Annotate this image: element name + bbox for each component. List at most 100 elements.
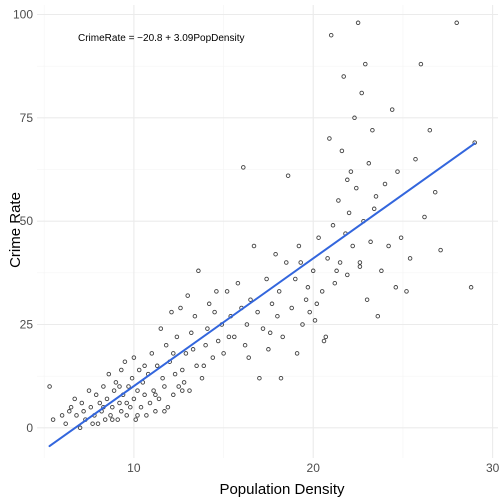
data-point-38 — [135, 388, 140, 393]
data-point-111 — [312, 318, 318, 323]
data-point-54 — [163, 342, 169, 348]
data-point-126 — [346, 210, 352, 216]
data-point-147 — [398, 235, 404, 240]
data-point-160 — [90, 421, 95, 426]
data-point-159 — [79, 400, 85, 406]
data-point-47 — [151, 388, 156, 393]
data-point-30 — [122, 359, 128, 364]
data-point-153 — [432, 189, 438, 195]
data-point-40 — [138, 404, 144, 410]
data-point-6 — [74, 413, 79, 418]
data-point-182 — [373, 194, 379, 199]
data-point-123 — [341, 74, 346, 79]
data-point-114 — [321, 338, 327, 344]
data-point-52 — [160, 375, 165, 381]
y-tick-label-1: 25 — [20, 317, 34, 331]
data-point-171 — [190, 347, 196, 352]
data-point-50 — [156, 396, 162, 402]
data-point-135 — [363, 61, 368, 67]
data-point-107 — [303, 297, 309, 302]
y-axis-title: Crime Rate — [7, 192, 24, 268]
data-point-187 — [278, 375, 284, 381]
regression-equation: CrimeRate = −20.8 + 3.09PopDensity — [78, 33, 244, 44]
data-point-70 — [194, 363, 199, 369]
data-point-95 — [266, 347, 271, 352]
data-point-8 — [81, 409, 86, 414]
data-point-11 — [88, 404, 94, 410]
data-point-60 — [174, 334, 180, 340]
data-point-172 — [201, 363, 207, 369]
data-point-17 — [101, 384, 106, 389]
data-point-129 — [352, 115, 357, 121]
data-point-136 — [364, 297, 370, 302]
data-point-39 — [136, 367, 142, 373]
data-point-105 — [296, 243, 302, 249]
data-point-180 — [345, 177, 350, 183]
data-point-92 — [257, 375, 262, 381]
data-point-25 — [115, 417, 120, 422]
data-point-49 — [154, 363, 160, 369]
data-point-120 — [336, 198, 341, 203]
data-point-35 — [131, 396, 137, 402]
data-point-145 — [389, 107, 395, 112]
data-point-34 — [129, 375, 135, 381]
x-tick-label-0: 10 — [127, 461, 141, 475]
data-point-80 — [221, 351, 226, 356]
data-point-178 — [314, 301, 320, 307]
data-point-51 — [158, 326, 164, 331]
data-point-61 — [176, 384, 181, 389]
data-point-184 — [407, 256, 413, 261]
data-point-10 — [86, 388, 92, 393]
x-axis-title: Population Density — [219, 481, 345, 498]
data-point-173 — [214, 289, 219, 294]
data-point-156 — [468, 285, 474, 290]
minor-grid — [37, 5, 498, 458]
data-point-102 — [285, 173, 291, 178]
data-point-186 — [294, 351, 300, 356]
data-point-42 — [142, 392, 147, 398]
data-point-0 — [47, 384, 52, 389]
data-point-97 — [273, 251, 278, 257]
data-point-24 — [113, 380, 119, 385]
data-point-168 — [162, 409, 167, 414]
data-point-23 — [111, 388, 117, 393]
major-grid — [37, 5, 498, 458]
data-point-99 — [276, 289, 282, 294]
data-point-65 — [183, 351, 189, 356]
data-point-152 — [427, 127, 433, 133]
regression-line — [48, 142, 476, 448]
data-point-20 — [106, 371, 112, 377]
data-point-4 — [68, 404, 74, 410]
data-point-137 — [366, 161, 372, 166]
data-point-100 — [280, 334, 285, 340]
x-tick-label-2: 30 — [486, 461, 500, 475]
data-point-53 — [162, 384, 167, 389]
data-point-176 — [267, 330, 273, 336]
data-point-36 — [131, 355, 137, 360]
data-point-22 — [110, 404, 115, 410]
data-point-169 — [171, 351, 176, 356]
data-point-1 — [50, 417, 56, 422]
data-point-127 — [348, 169, 354, 174]
data-point-146 — [395, 169, 400, 174]
data-point-68 — [189, 330, 194, 336]
data-point-62 — [178, 305, 183, 311]
data-point-69 — [192, 313, 198, 319]
data-point-185 — [323, 334, 329, 340]
data-point-64 — [181, 380, 187, 385]
data-point-63 — [180, 367, 185, 373]
data-point-154 — [438, 247, 443, 253]
data-point-18 — [102, 417, 108, 422]
data-point-96 — [269, 301, 275, 307]
data-point-33 — [128, 404, 133, 410]
data-point-170 — [180, 388, 185, 393]
data-point-37 — [133, 417, 138, 422]
data-point-128 — [350, 243, 355, 249]
data-point-162 — [110, 417, 115, 422]
data-point-101 — [284, 260, 289, 265]
data-point-175 — [246, 355, 251, 360]
data-point-14 — [95, 421, 101, 426]
data-point-144 — [386, 243, 391, 249]
data-point-66 — [185, 293, 190, 298]
data-point-115 — [325, 256, 330, 261]
